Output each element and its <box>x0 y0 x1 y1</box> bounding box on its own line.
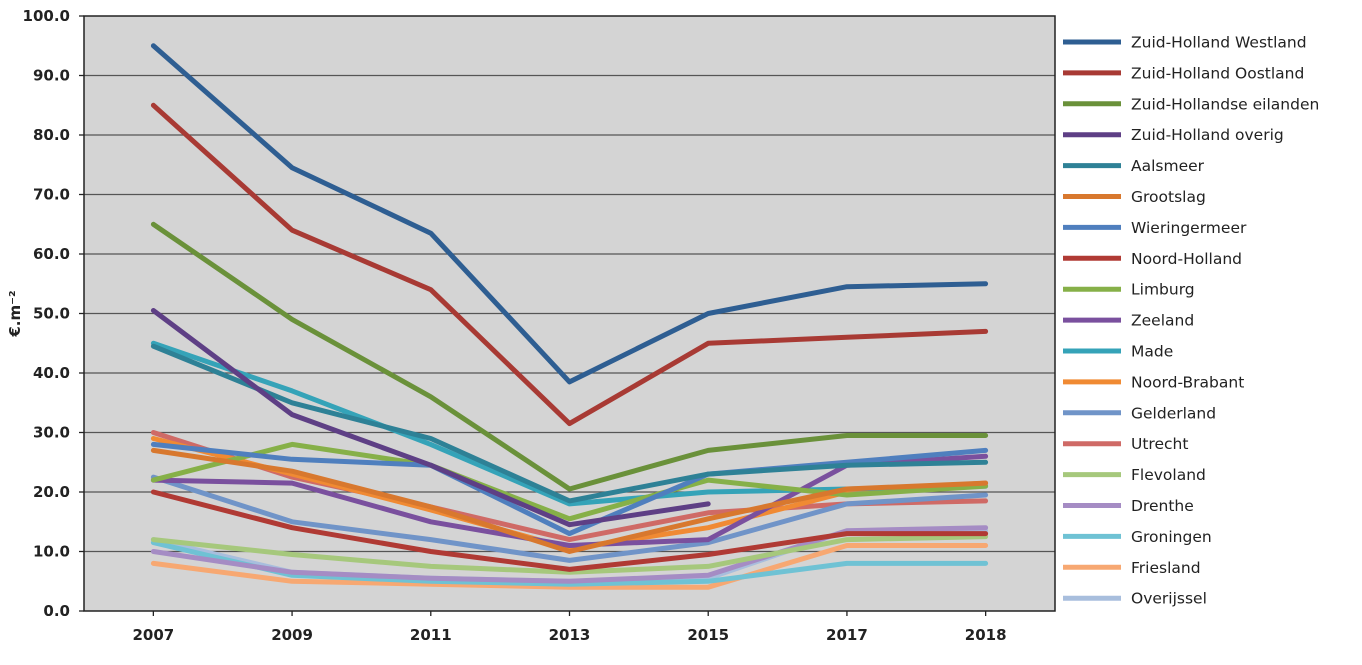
x-tick-label: 2013 <box>549 626 591 644</box>
legend-label: Flevoland <box>1131 466 1206 484</box>
x-tick-label: 2015 <box>687 626 729 644</box>
legend-item: Grootslag <box>1063 188 1206 206</box>
x-tick-label: 2007 <box>132 626 174 644</box>
legend: Zuid-Holland Westland Zuid-Holland Oostla… <box>1063 34 1319 608</box>
legend-item: Gelderland <box>1063 404 1216 422</box>
legend-item: Zuid-Holland overig <box>1063 126 1284 144</box>
legend-label: Grootslag <box>1131 188 1206 206</box>
legend-label: Utrecht <box>1131 435 1188 453</box>
legend-label: Zuid-Holland overig <box>1131 126 1284 144</box>
y-tick-label: 60.0 <box>33 245 70 263</box>
y-tick-label: 20.0 <box>33 483 70 501</box>
y-tick-label: 0.0 <box>43 602 70 620</box>
legend-label: Aalsmeer <box>1131 157 1205 175</box>
legend-item: Wieringermeer <box>1063 219 1247 237</box>
legend-item: Flevoland <box>1063 466 1206 484</box>
y-tick-label: 100.0 <box>23 7 70 25</box>
legend-item: Noord-Holland <box>1063 250 1242 268</box>
legend-item: Overijssel <box>1063 590 1207 608</box>
legend-item: Limburg <box>1063 281 1195 299</box>
y-tick-label: 10.0 <box>33 543 70 561</box>
y-tick-label: 50.0 <box>33 305 70 323</box>
x-tick-label: 2018 <box>965 626 1007 644</box>
legend-label: Overijssel <box>1131 590 1207 608</box>
x-axis: 2007 2009 2011 2013 2015 2017 2018 <box>132 611 1006 644</box>
x-tick-label: 2017 <box>826 626 868 644</box>
y-tick-label: 40.0 <box>33 364 70 382</box>
y-tick-label: 80.0 <box>33 126 70 144</box>
y-tick-label: 30.0 <box>33 424 70 442</box>
legend-item: Zuid-Hollandse eilanden <box>1063 95 1319 113</box>
legend-item: Friesland <box>1063 559 1201 577</box>
legend-label: Friesland <box>1131 559 1201 577</box>
legend-item: Noord-Brabant <box>1063 373 1244 391</box>
legend-item: Zuid-Holland Westland <box>1063 34 1307 52</box>
legend-item: Utrecht <box>1063 435 1188 453</box>
legend-label: Limburg <box>1131 281 1195 299</box>
legend-label: Drenthe <box>1131 497 1194 515</box>
y-tick-label: 90.0 <box>33 67 70 85</box>
x-tick-label: 2009 <box>271 626 313 644</box>
y-axis: 0.0 10.0 20.0 30.0 40.0 50.0 60.0 70.0 80.0 90.0 1… <box>23 7 84 620</box>
y-axis-label: €.m⁻² <box>6 290 24 337</box>
legend-item: Drenthe <box>1063 497 1194 515</box>
legend-item: Made <box>1063 343 1173 361</box>
legend-label: Wieringermeer <box>1131 219 1247 237</box>
legend-label: Zuid-Hollandse eilanden <box>1131 95 1319 113</box>
legend-label: Zuid-Holland Oostland <box>1131 64 1304 82</box>
legend-label: Zeeland <box>1131 312 1194 330</box>
legend-label: Zuid-Holland Westland <box>1131 34 1307 52</box>
y-tick-label: 70.0 <box>33 186 70 204</box>
legend-label: Groningen <box>1131 528 1212 546</box>
legend-label: Noord-Holland <box>1131 250 1242 268</box>
legend-label: Made <box>1131 343 1173 361</box>
legend-item: Groningen <box>1063 528 1212 546</box>
legend-item: Zeeland <box>1063 312 1194 330</box>
legend-item: Aalsmeer <box>1063 157 1205 175</box>
legend-label: Noord-Brabant <box>1131 373 1244 391</box>
x-tick-label: 2011 <box>410 626 452 644</box>
legend-item: Zuid-Holland Oostland <box>1063 64 1304 82</box>
legend-label: Gelderland <box>1131 404 1216 422</box>
